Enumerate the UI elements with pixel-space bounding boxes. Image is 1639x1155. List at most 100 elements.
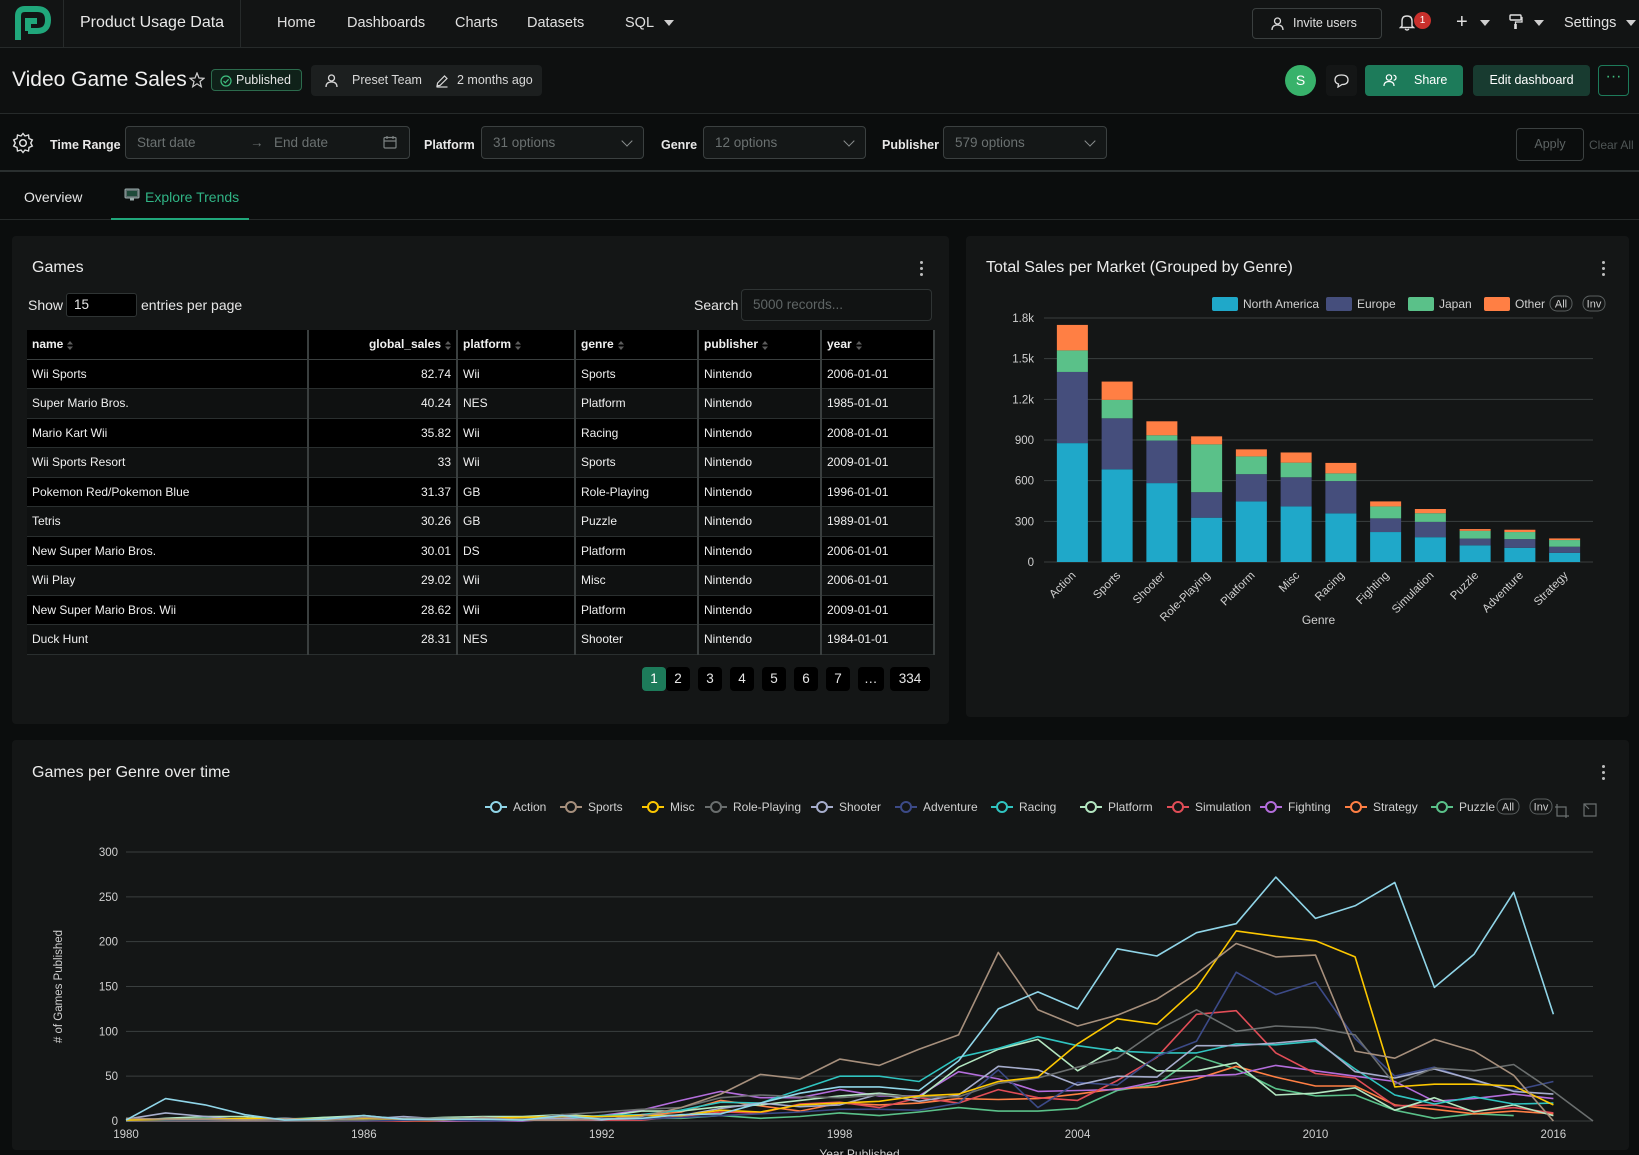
kebab-menu-icon[interactable] xyxy=(1602,261,1606,277)
bar-segment-japan[interactable] xyxy=(1101,399,1133,419)
table-row[interactable]: New Super Mario Bros. 30.01 DS Platform Nint… xyxy=(27,536,935,566)
bar-segment-japan[interactable] xyxy=(1235,456,1267,475)
share-button[interactable]: Share xyxy=(1365,65,1463,96)
bar-segment-europe[interactable] xyxy=(1191,492,1223,518)
table-row[interactable]: Wii Sports 82.74 Wii Sports Nintendo 2006-01-… xyxy=(27,359,935,389)
column-header-name[interactable]: name xyxy=(27,330,309,360)
settings-menu[interactable]: Settings xyxy=(1564,0,1637,48)
legend-invert-button[interactable]: Inv xyxy=(1529,798,1553,815)
page-button[interactable]: … xyxy=(858,667,884,691)
series-line-misc[interactable] xyxy=(125,930,1554,1121)
legend-item-other[interactable]: Other xyxy=(1484,297,1545,311)
bar-segment-other[interactable] xyxy=(1146,421,1178,436)
table-row[interactable]: Duck Hunt 28.31 NES Shooter Nintendo 1984-01-… xyxy=(27,624,935,655)
published-status-badge[interactable]: Published xyxy=(211,69,302,91)
bar-segment-japan[interactable] xyxy=(1325,473,1357,482)
theme-paint-button[interactable] xyxy=(1509,12,1551,34)
page-button[interactable]: 2 xyxy=(666,667,690,691)
tab-explore-trends[interactable]: Explore Trends xyxy=(111,174,249,220)
nav-sql[interactable]: SQL xyxy=(625,0,674,48)
clear-all-button[interactable]: Clear All xyxy=(1589,138,1634,152)
bar-segment-japan[interactable] xyxy=(1414,513,1446,522)
series-line-action[interactable] xyxy=(125,876,1555,1121)
bar-segment-other[interactable] xyxy=(1549,538,1581,541)
nav-dashboards[interactable]: Dashboards xyxy=(347,15,426,31)
bar-segment-north-america[interactable] xyxy=(1549,552,1581,562)
legend-item-strategy[interactable]: Strategy xyxy=(1345,800,1418,814)
column-header-year[interactable]: year xyxy=(821,330,935,360)
legend-item-puzzle[interactable]: Puzzle xyxy=(1431,800,1495,814)
bar-segment-north-america[interactable] xyxy=(1504,547,1536,562)
page-button[interactable]: 5 xyxy=(762,667,786,691)
bar-segment-europe[interactable] xyxy=(1056,371,1088,444)
page-button[interactable]: 3 xyxy=(698,667,722,691)
tab-overview[interactable]: Overview xyxy=(24,189,83,205)
legend-item-shooter[interactable]: Shooter xyxy=(811,800,881,814)
bar-segment-north-america[interactable] xyxy=(1414,537,1446,562)
bar-segment-europe[interactable] xyxy=(1549,546,1581,553)
bar-segment-north-america[interactable] xyxy=(1370,532,1402,562)
time-range-picker[interactable]: Start date → End date xyxy=(125,126,410,159)
column-header-platform[interactable]: platform xyxy=(457,330,576,360)
bar-segment-north-america[interactable] xyxy=(1235,501,1267,562)
bar-segment-europe[interactable] xyxy=(1414,521,1446,538)
bar-segment-japan[interactable] xyxy=(1459,530,1491,539)
preset-logo[interactable] xyxy=(12,6,52,42)
legend-invert-button[interactable]: Inv xyxy=(1582,295,1606,312)
nav-home[interactable]: Home xyxy=(277,15,316,31)
legend-item-role-playing[interactable]: Role-Playing xyxy=(705,800,801,814)
invite-users-button[interactable]: Invite users xyxy=(1252,8,1382,39)
series-line-sports[interactable] xyxy=(125,942,1555,1122)
bar-segment-other[interactable] xyxy=(1191,436,1223,445)
bar-segment-other[interactable] xyxy=(1101,381,1133,400)
owner-name[interactable]: Preset Team xyxy=(352,73,422,87)
nav-datasets[interactable]: Datasets xyxy=(527,15,585,31)
legend-all-button[interactable]: All xyxy=(1549,295,1573,312)
bar-segment-japan[interactable] xyxy=(1056,350,1088,372)
table-row[interactable]: Mario Kart Wii 35.82 Wii Racing Nintendo 2008… xyxy=(27,418,935,448)
annotations-button[interactable] xyxy=(1326,65,1357,96)
page-button[interactable]: 7 xyxy=(826,667,850,691)
page-button[interactable]: 4 xyxy=(730,667,754,691)
legend-item-misc[interactable]: Misc xyxy=(642,800,695,814)
bar-segment-europe[interactable] xyxy=(1146,440,1178,484)
bar-segment-north-america[interactable] xyxy=(1191,517,1223,562)
bar-segment-other[interactable] xyxy=(1325,462,1357,474)
kebab-menu-icon[interactable] xyxy=(1602,765,1606,781)
favorite-star-icon[interactable] xyxy=(189,72,205,88)
filter-settings-gear-icon[interactable] xyxy=(12,132,34,154)
column-header-global-sales[interactable]: global_sales xyxy=(308,330,458,360)
legend-item-racing[interactable]: Racing xyxy=(991,800,1056,814)
genre-filter-select[interactable]: 12 options xyxy=(703,126,866,159)
legend-item-japan[interactable]: Japan xyxy=(1408,297,1472,311)
table-row[interactable]: Wii Sports Resort 33 Wii Sports Nintendo 2009… xyxy=(27,447,935,478)
zoom-in-icon[interactable] xyxy=(1555,804,1569,818)
platform-filter-select[interactable]: 31 options xyxy=(481,126,644,159)
bar-segment-north-america[interactable] xyxy=(1459,545,1491,562)
page-button[interactable]: 6 xyxy=(794,667,818,691)
bar-segment-europe[interactable] xyxy=(1459,538,1491,546)
series-line-racing[interactable] xyxy=(125,1035,1554,1122)
bar-segment-other[interactable] xyxy=(1504,529,1536,533)
bar-segment-europe[interactable] xyxy=(1504,539,1536,548)
legend-item-simulation[interactable]: Simulation xyxy=(1167,800,1251,814)
legend-item-action[interactable]: Action xyxy=(485,800,546,814)
bar-segment-japan[interactable] xyxy=(1146,435,1178,441)
publisher-filter-select[interactable]: 579 options xyxy=(943,126,1107,159)
bar-segment-other[interactable] xyxy=(1414,508,1446,514)
bar-segment-japan[interactable] xyxy=(1549,540,1581,547)
apply-filters-button[interactable]: Apply xyxy=(1516,128,1584,161)
legend-item-sports[interactable]: Sports xyxy=(560,800,623,814)
bar-segment-other[interactable] xyxy=(1235,449,1267,457)
series-line-adventure[interactable] xyxy=(126,971,1554,1122)
column-header-publisher[interactable]: publisher xyxy=(698,330,822,360)
page-size-input[interactable]: 15 xyxy=(66,293,137,317)
bar-segment-japan[interactable] xyxy=(1280,462,1312,478)
table-row[interactable]: New Super Mario Bros. Wii 28.62 Wii Platfor… xyxy=(27,595,935,625)
kebab-menu-icon[interactable] xyxy=(920,261,924,277)
page-button[interactable]: 334 xyxy=(890,667,930,691)
dashboard-title[interactable]: Video Game Sales xyxy=(12,68,187,91)
series-line-shooter[interactable] xyxy=(125,1038,1554,1121)
legend-item-platform[interactable]: Platform xyxy=(1080,800,1153,814)
legend-item-adventure[interactable]: Adventure xyxy=(895,800,978,814)
